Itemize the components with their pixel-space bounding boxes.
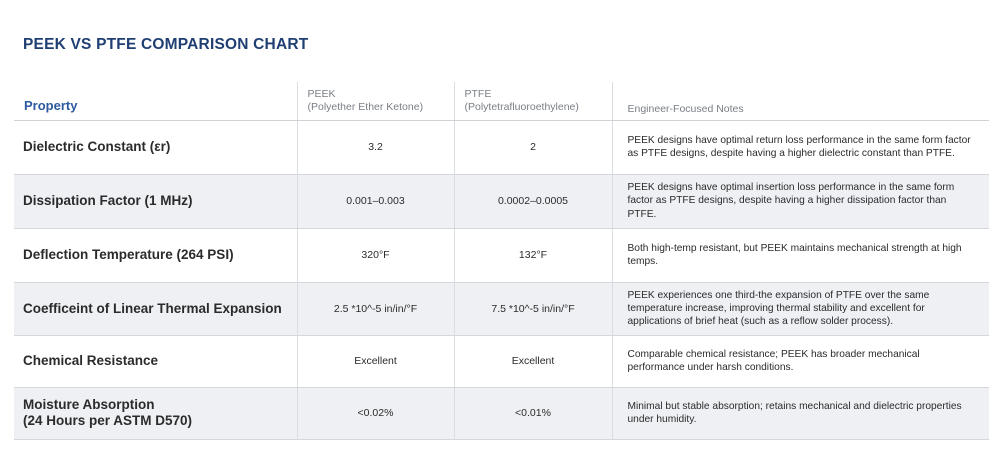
peek-value-cell: 320°F — [296, 228, 454, 283]
header-peek-name: PEEK — [307, 87, 336, 100]
table-row: Chemical Resistance Excellent Excellent … — [14, 335, 989, 388]
ptfe-value-cell: <0.01% — [453, 387, 612, 440]
notes-cell: PEEK experiences one third-the expansion… — [611, 282, 989, 336]
table-row: Moisture Absorption (24 Hours per ASTM D… — [14, 387, 989, 440]
header-notes: Engineer-Focused Notes — [611, 82, 989, 121]
property-cell: Deflection Temperature (264 PSI) — [14, 228, 297, 283]
property-line-1: Moisture Absorption — [23, 397, 155, 412]
comparison-table: Property PEEK (Polyether Ether Ketone) P… — [14, 82, 989, 440]
header-ptfe: PTFE (Polytetrafluoroethylene) — [453, 82, 612, 121]
notes-cell: Comparable chemical resistance; PEEK has… — [611, 335, 989, 388]
property-cell: Moisture Absorption (24 Hours per ASTM D… — [14, 387, 297, 440]
ptfe-value-cell: 7.5 *10^-5 in/in/°F — [453, 282, 612, 336]
header-ptfe-name: PTFE — [464, 87, 492, 100]
notes-cell: PEEK designs have optimal insertion loss… — [611, 174, 989, 229]
page-title: PEEK VS PTFE COMPARISON CHART — [23, 36, 309, 53]
ptfe-value-cell: Excellent — [453, 335, 612, 388]
property-line-2: (24 Hours per ASTM D570) — [23, 413, 193, 428]
table-row: Dielectric Constant (εr) 3.2 2 PEEK desi… — [14, 120, 989, 175]
ptfe-value-cell: 0.0002–0.0005 — [453, 174, 612, 229]
ptfe-value-cell: 2 — [453, 120, 612, 175]
property-cell: Dissipation Factor (1 MHz) — [14, 174, 297, 229]
peek-value-cell: 0.001–0.003 — [296, 174, 454, 229]
table-row: Deflection Temperature (264 PSI) 320°F 1… — [14, 228, 989, 283]
property-cell: Chemical Resistance — [14, 335, 297, 388]
notes-cell: Minimal but stable absorption; retains m… — [611, 387, 989, 440]
notes-cell: Both high-temp resistant, but PEEK maint… — [611, 228, 989, 283]
header-ptfe-fullname: (Polytetrafluoroethylene) — [464, 100, 579, 113]
property-cell: Coefficeint of Linear Thermal Expansion — [14, 282, 297, 336]
table-row: Dissipation Factor (1 MHz) 0.001–0.003 0… — [14, 174, 989, 229]
table-header-row: Property PEEK (Polyether Ether Ketone) P… — [14, 82, 989, 121]
peek-value-cell: Excellent — [296, 335, 454, 388]
header-peek-fullname: (Polyether Ether Ketone) — [307, 100, 424, 113]
peek-value-cell: 3.2 — [296, 120, 454, 175]
header-property: Property — [14, 82, 297, 121]
ptfe-value-cell: 132°F — [453, 228, 612, 283]
notes-cell: PEEK designs have optimal return loss pe… — [611, 120, 989, 175]
table-row: Coefficeint of Linear Thermal Expansion … — [14, 282, 989, 336]
property-cell: Dielectric Constant (εr) — [14, 120, 297, 175]
peek-value-cell: 2.5 *10^-5 in/in/°F — [296, 282, 454, 336]
peek-value-cell: <0.02% — [296, 387, 454, 440]
header-peek: PEEK (Polyether Ether Ketone) — [296, 82, 454, 121]
